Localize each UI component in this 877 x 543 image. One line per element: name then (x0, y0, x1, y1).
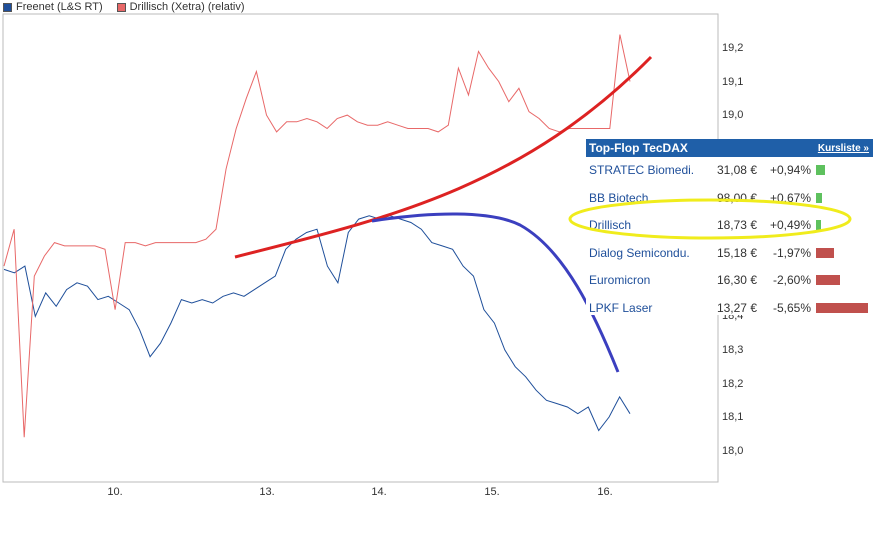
legend-swatch-freenet (3, 2, 12, 12)
stock-change: -1,97% (772, 245, 811, 260)
x-tick-label: 10. (107, 486, 123, 498)
y-tick-label: 19,2 (722, 42, 744, 54)
change-bar (816, 192, 823, 203)
legend-label-freenet: Freenet (L&S RT) (16, 1, 103, 13)
panel-header: Top-Flop TecDAX Kursliste » (586, 139, 873, 157)
x-tick-label: 14. (371, 486, 387, 498)
panel-row[interactable]: LPKF Laser 13,27 € -5,65% (586, 295, 873, 323)
stock-name-link[interactable]: Drillisch (589, 218, 631, 232)
kursliste-link[interactable]: Kursliste » (817, 142, 869, 154)
stock-name-link[interactable]: STRATEC Biomedi. (589, 163, 695, 177)
legend-swatch-drillisch (116, 2, 126, 12)
panel-row[interactable]: Drillisch 18,73 € +0,49% (586, 212, 873, 240)
change-bar (816, 302, 868, 313)
legend-item-freenet[interactable]: Freenet (L&S RT) (3, 1, 103, 13)
freenet-series-line (3, 215, 631, 432)
stock-change: +0,94% (769, 163, 811, 177)
y-tick-label: 18,2 (722, 377, 744, 390)
stock-price: 18,73 € (716, 218, 757, 232)
stock-change: -5,65% (772, 300, 811, 315)
stock-change: -2,60% (772, 273, 811, 287)
legend-label-drillisch: Drillisch (Xetra) (relativ) (129, 1, 245, 13)
x-tick-label: 16. (597, 486, 613, 498)
drillisch-series-line (3, 34, 631, 438)
trend-down-annotation (371, 212, 620, 373)
x-tick-label: 13. (259, 486, 275, 498)
panel-row[interactable]: STRATEC Biomedi. 31,08 € +0,94% (586, 157, 873, 185)
panel-title: Top-Flop TecDAX (589, 141, 688, 155)
panel-row[interactable]: BB Biotech 98,00 € +0,67% (586, 185, 873, 213)
x-tick-label: 15. (484, 486, 500, 498)
panel-row[interactable]: Euromicron 16,30 € -2,60% (586, 267, 873, 295)
panel-row[interactable]: Dialog Semicondu. 15,18 € -1,97% (586, 240, 873, 268)
stock-name-link[interactable]: LPKF Laser (589, 300, 653, 315)
change-bar (816, 165, 825, 175)
stock-name-link[interactable]: Dialog Semicondu. (589, 245, 690, 260)
stock-price: 31,08 € (716, 163, 757, 177)
y-tick-label: 18,0 (722, 444, 744, 457)
change-bar (816, 247, 835, 258)
stock-name-link[interactable]: Euromicron (589, 273, 651, 287)
stock-price: 13,27 € (716, 300, 757, 315)
stock-price: 15,18 € (716, 245, 757, 260)
chart-legend: Freenet (L&S RT) Drillisch (Xetra) (rela… (3, 0, 259, 14)
y-tick-label: 18,1 (722, 411, 744, 424)
y-tick-label: 19,1 (722, 75, 744, 88)
stock-name-link[interactable]: BB Biotech (589, 190, 649, 205)
y-tick-label: 19,0 (722, 109, 744, 122)
change-bar (816, 220, 821, 230)
trend-up-annotation (234, 55, 653, 259)
change-bar (816, 275, 840, 285)
stock-price: 16,30 € (716, 273, 757, 287)
stock-change: +0,67% (769, 190, 811, 205)
stock-price: 98,00 € (716, 190, 757, 205)
stock-change: +0,49% (769, 218, 811, 232)
y-tick-label: 18,3 (722, 343, 744, 356)
top-flop-panel: Top-Flop TecDAX Kursliste » STRATEC Biom… (586, 139, 873, 315)
legend-item-drillisch[interactable]: Drillisch (Xetra) (relativ) (116, 1, 245, 13)
